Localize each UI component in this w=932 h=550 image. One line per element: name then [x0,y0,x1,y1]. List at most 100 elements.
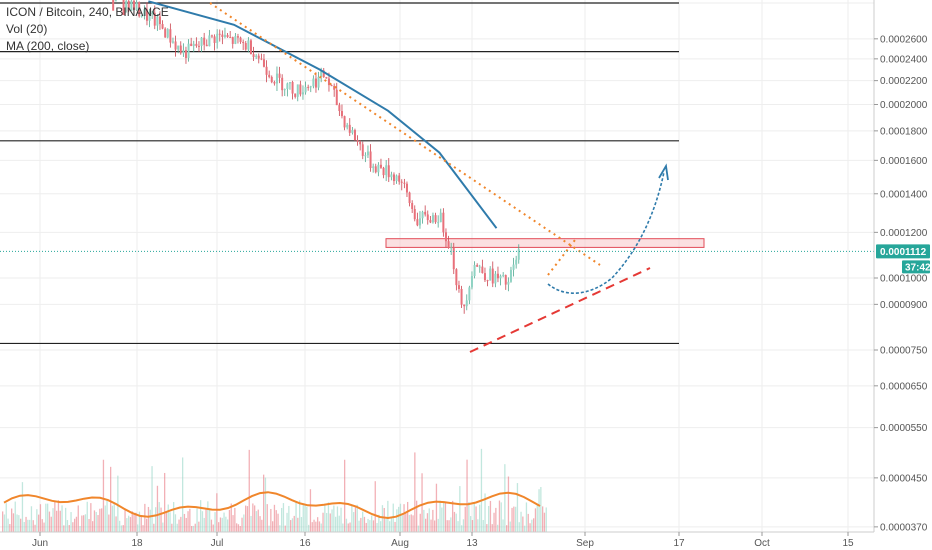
volume-bar [135,512,137,532]
volume-bar [432,509,434,532]
volume-bar [408,515,411,532]
candle-body [411,203,414,209]
volume-bar [531,519,533,532]
volume-bar [452,500,454,532]
volume-bar [56,510,58,532]
candle-body [132,0,135,11]
volume-bar [383,507,385,532]
candle-body [429,220,432,223]
volume-bar [315,521,317,532]
volume-bar [281,507,283,532]
candle-body [112,0,115,11]
volume-bar [2,511,4,532]
volume-bar [468,502,470,532]
volume-bar [515,506,517,532]
volume-bar [268,525,270,532]
descending-trendline [209,2,601,266]
volume-bar [304,504,306,532]
candle-body [395,175,398,182]
y-tick-label: 0.0001400 [880,189,928,200]
volume-bar [300,517,303,532]
volume-bar [14,501,16,532]
volume-bar [205,509,207,532]
candle-body [148,13,151,21]
volume-bar [59,510,61,532]
volume-bar [9,524,11,532]
x-tick-label: 15 [842,538,854,549]
candle-body [369,151,372,169]
candle-body [470,276,473,288]
candle-body [465,300,468,307]
volume-bar [509,521,511,532]
volume-bar [209,508,211,532]
candle-body [330,85,333,87]
candle-body [265,66,268,75]
candle-body [257,55,260,59]
volume-bar [426,513,429,532]
volume-bar [259,516,261,532]
volume-bar [232,515,234,532]
candle-body [190,43,193,47]
volume-bar [12,513,15,532]
y-tick-label: 0.0001600 [880,156,928,167]
candle-body [408,192,411,204]
volume-bar [52,508,54,532]
candle-body [299,84,302,95]
candle-body [333,85,336,90]
volume-bar [326,512,328,532]
volume-bar [385,518,387,532]
volume-bar [203,517,205,532]
candle-body [504,275,507,285]
volume-bar [32,520,34,532]
volume-bar [293,515,295,532]
volume-bar [430,519,432,532]
candle-body [275,73,278,84]
volume-bar [302,504,304,532]
ma-label: MA (200, close) [6,39,90,53]
volume-bar [210,519,213,532]
volume-bar [3,514,6,532]
volume-bar [79,525,81,532]
volume-bar [146,518,148,532]
countdown-badge [902,260,930,274]
volume-bar [219,517,222,532]
breakout-dotted-line [547,239,576,276]
candle-body [184,50,187,58]
volume-bar [446,520,448,532]
volume-bar [491,524,493,532]
volume-bar [403,504,405,532]
candle-body [377,164,380,173]
volume-bar [543,512,546,532]
volume-bar [473,503,475,532]
candle-body [434,215,437,223]
volume-bar [128,515,130,532]
volume-bar [11,508,13,532]
volume-bar [277,513,279,532]
candle-body [236,36,239,38]
volume-bar [93,510,96,532]
volume-bar [126,518,128,532]
volume-bar [441,507,443,532]
volume-bar [171,523,173,532]
candle-body [314,78,317,88]
volume-bar [250,515,252,532]
volume-bar [88,519,90,532]
volume-bar [511,507,513,532]
volume-bar [246,506,249,532]
volume-bar [318,521,321,532]
candle-body [122,0,125,16]
volume-bar [338,515,340,532]
volume-bar [245,505,247,532]
candle-body [346,124,349,128]
x-tick-label: Aug [391,538,409,549]
volume-bar [387,500,389,532]
x-tick-label: Jul [211,538,224,549]
volume-bar [401,515,403,532]
candle-body [294,93,297,97]
volume-bar [115,516,117,532]
volume-bar [273,504,276,532]
rising-support-line [469,267,651,353]
volume-bar [83,515,85,532]
volume-bar [164,472,166,532]
